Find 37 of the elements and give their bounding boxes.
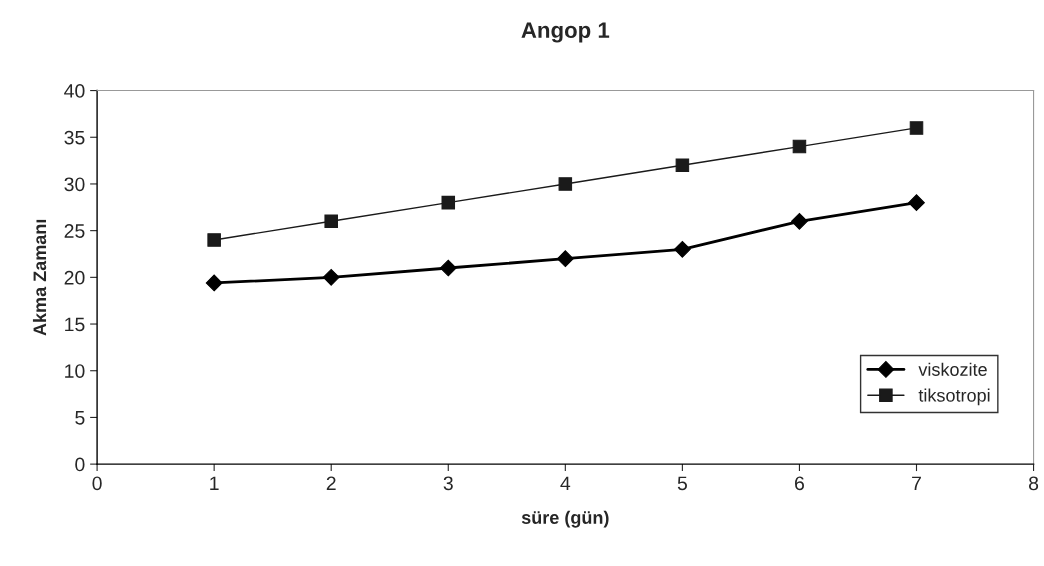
y-tick-label: 30: [64, 177, 85, 192]
point: [558, 177, 573, 191]
point: [791, 212, 808, 230]
y-tick-label: 0: [75, 457, 85, 472]
y-tick-label: 25: [64, 224, 85, 238]
point: [439, 259, 457, 277]
y-tick-label: 40: [64, 84, 85, 98]
x-tick-label: 0: [92, 476, 102, 491]
x-tick-label: 5: [677, 476, 687, 491]
y-tick-label: 15: [65, 317, 85, 332]
point: [322, 268, 340, 286]
point: [908, 194, 925, 211]
x-tick-label: 7: [912, 476, 921, 491]
chart-title: Angop 1: [521, 22, 610, 43]
legend-label: viskozite: [918, 362, 987, 376]
point: [205, 274, 223, 292]
point: [556, 250, 574, 268]
point: [207, 233, 221, 247]
x-tick-label: 2: [326, 476, 336, 491]
x-axis-title: süre (gün): [521, 510, 609, 528]
x-tick-label: 3: [443, 476, 453, 491]
point: [909, 121, 924, 135]
legend-label: tiksotropi: [918, 388, 990, 406]
point: [792, 139, 807, 154]
y-tick-label: 35: [64, 130, 85, 145]
x-tick-label: 4: [560, 476, 571, 491]
y-axis-title: Akma Zamanı: [32, 219, 47, 336]
point: [674, 240, 691, 258]
y-tick-label: 10: [65, 364, 85, 378]
point: [441, 195, 456, 210]
y-tick-label: 20: [64, 270, 85, 285]
x-tick-label: 8: [1029, 476, 1039, 491]
y-tick-label: 5: [75, 411, 85, 425]
point: [324, 214, 338, 229]
point: [675, 158, 690, 173]
x-tick-label: 6: [795, 476, 804, 491]
x-tick-label: 1: [210, 476, 219, 491]
